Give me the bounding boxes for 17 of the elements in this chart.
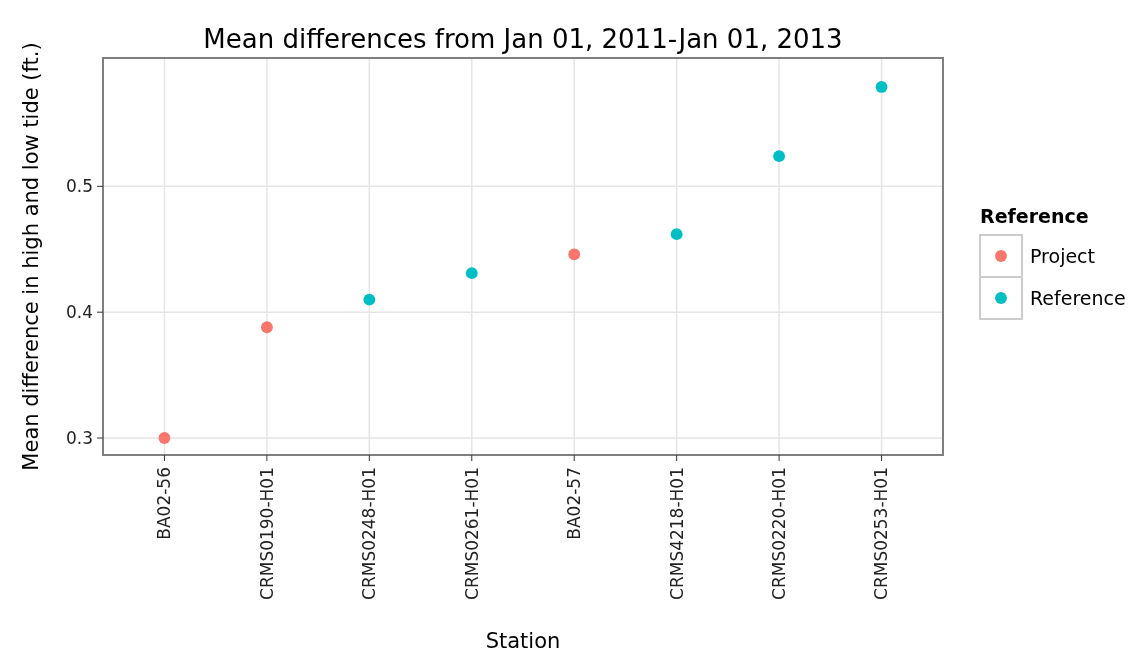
legend-label: Reference [1030, 286, 1126, 309]
y-tick-label: 0.3 [65, 427, 93, 448]
legend-label: Project [1030, 244, 1096, 267]
x-tick-label: CRMS4218-H01 [666, 467, 687, 600]
x-tick-label: CRMS0220-H01 [769, 467, 790, 600]
y-tick-label: 0.5 [65, 176, 93, 197]
x-tick-label: CRMS0253-H01 [871, 467, 892, 600]
chart-title: Mean differences from Jan 01, 2011-Jan 01, 2013 [203, 24, 843, 54]
x-axis-title: Station [485, 629, 561, 653]
x-tick-label: CRMS0248-H01 [359, 467, 380, 600]
y-axis-title: Mean difference in high and low tide (ft.) [19, 42, 43, 471]
x-tick-label: BA02-57 [564, 467, 585, 540]
y-tick-label: 0.4 [65, 302, 93, 323]
x-tick-label: BA02-56 [154, 467, 175, 540]
legend-title: Reference [980, 205, 1089, 227]
x-tick-label: CRMS0261-H01 [461, 467, 482, 600]
x-tick-label: CRMS0190-H01 [256, 467, 277, 600]
